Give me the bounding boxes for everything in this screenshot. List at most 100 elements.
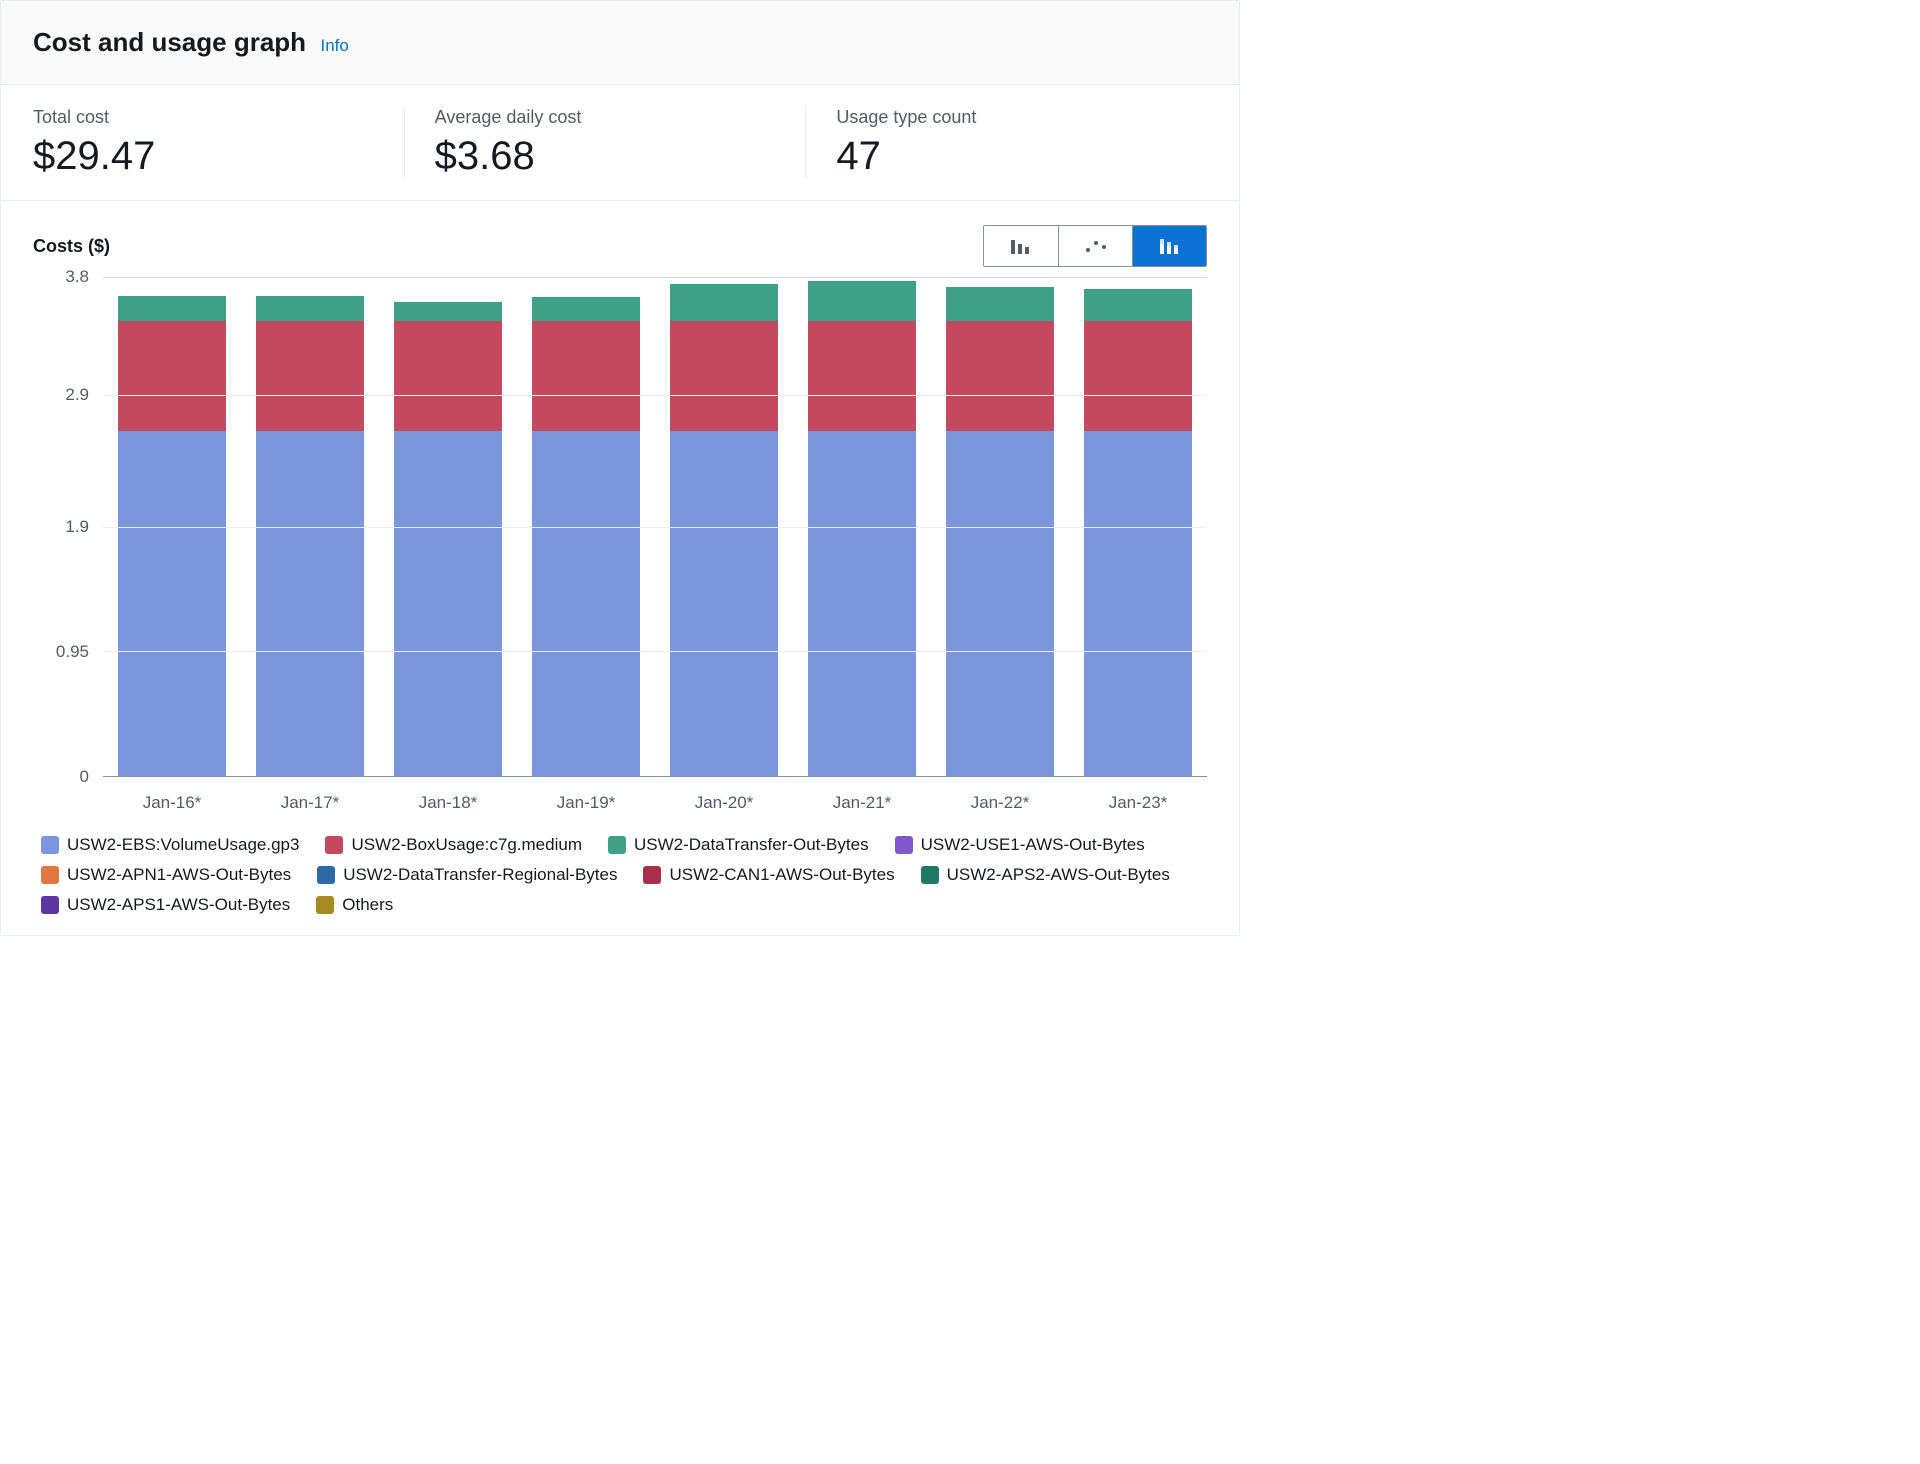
legend-label: USW2-CAN1-AWS-Out-Bytes [669,865,894,885]
bar-segment [670,321,778,432]
bar-segment [118,431,226,776]
legend-label: USW2-APS1-AWS-Out-Bytes [67,895,290,915]
legend-swatch [41,866,59,884]
bar-stack [394,302,502,776]
y-tick-label: 3.8 [65,267,89,287]
info-link[interactable]: Info [321,36,349,55]
metric-avg-daily-cost: Average daily cost $3.68 [404,107,806,178]
x-axis: Jan-16*Jan-17*Jan-18*Jan-19*Jan-20*Jan-2… [103,793,1207,813]
legend-swatch [895,836,913,854]
grid-line [103,651,1207,652]
grid-line [103,395,1207,396]
chart-view-toggle [983,225,1207,267]
legend-item[interactable]: USW2-CAN1-AWS-Out-Bytes [643,865,894,885]
stacked-bar-chart-icon [1158,236,1182,256]
view-bar-button[interactable] [984,226,1058,266]
bar-segment [532,297,640,321]
chart-top: Costs ($) [33,225,1207,267]
legend-swatch [316,896,334,914]
bar-chart-icon [1009,236,1033,256]
bar-segment [946,431,1054,776]
bar-stack [670,284,778,776]
bar-segment [946,287,1054,321]
metric-label: Average daily cost [435,107,786,128]
panel-header: Cost and usage graph Info [1,1,1239,85]
legend-swatch [41,836,59,854]
panel-title: Cost and usage graph [33,27,306,57]
chart-y-label: Costs ($) [33,236,110,257]
bar-segment [670,284,778,321]
legend-item[interactable]: USW2-DataTransfer-Out-Bytes [608,835,869,855]
bar-segment [118,321,226,432]
legend-label: USW2-EBS:VolumeUsage.gp3 [67,835,299,855]
plot-area [103,277,1207,777]
bar-segment [394,321,502,432]
legend-label: USW2-DataTransfer-Out-Bytes [634,835,869,855]
bar-stack [532,297,640,776]
metric-value: 47 [836,134,1187,178]
chart-area: Costs ($) [1,201,1239,935]
x-tick-label: Jan-21* [793,793,931,813]
legend-swatch [921,866,939,884]
legend-swatch [41,896,59,914]
bar-segment [808,431,916,776]
legend-item[interactable]: USW2-APS1-AWS-Out-Bytes [41,895,290,915]
legend-swatch [608,836,626,854]
legend-item[interactable]: USW2-DataTransfer-Regional-Bytes [317,865,617,885]
bar-segment [532,431,640,776]
legend-label: USW2-APS2-AWS-Out-Bytes [947,865,1170,885]
y-tick-label: 0 [80,767,89,787]
view-line-button[interactable] [1058,226,1132,266]
x-tick-label: Jan-20* [655,793,793,813]
metric-label: Total cost [33,107,384,128]
bar-segment [946,321,1054,432]
legend-item[interactable]: USW2-EBS:VolumeUsage.gp3 [41,835,299,855]
bar-segment [1084,321,1192,432]
bar-segment [808,281,916,320]
x-tick-label: Jan-22* [931,793,1069,813]
legend-label: USW2-USE1-AWS-Out-Bytes [921,835,1145,855]
bar-segment [256,296,364,321]
legend-item[interactable]: USW2-APN1-AWS-Out-Bytes [41,865,291,885]
chart-body: 3.82.91.90.950 [33,277,1207,777]
grid-line [103,527,1207,528]
y-tick-label: 2.9 [65,385,89,405]
metrics-row: Total cost $29.47 Average daily cost $3.… [1,85,1239,201]
x-tick-label: Jan-18* [379,793,517,813]
bar-segment [394,431,502,776]
metric-value: $3.68 [435,134,786,178]
legend-item[interactable]: Others [316,895,393,915]
x-tick-label: Jan-16* [103,793,241,813]
legend-label: Others [342,895,393,915]
x-tick-label: Jan-23* [1069,793,1207,813]
bar-stack [256,296,364,776]
bar-segment [532,321,640,432]
metric-usage-type-count: Usage type count 47 [805,107,1207,178]
bar-stack [1084,289,1192,776]
metric-label: Usage type count [836,107,1187,128]
bar-stack [118,296,226,776]
bar-segment [256,431,364,776]
legend-label: USW2-BoxUsage:c7g.medium [351,835,582,855]
legend-item[interactable]: USW2-APS2-AWS-Out-Bytes [921,865,1170,885]
legend-swatch [325,836,343,854]
legend: USW2-EBS:VolumeUsage.gp3 USW2-BoxUsage:c7… [41,835,1207,915]
cost-usage-panel: Cost and usage graph Info Total cost $29… [0,0,1240,936]
legend-swatch [317,866,335,884]
view-stacked-button[interactable] [1132,226,1206,266]
bar-stack [808,281,916,776]
legend-item[interactable]: USW2-USE1-AWS-Out-Bytes [895,835,1145,855]
x-tick-label: Jan-17* [241,793,379,813]
legend-label: USW2-APN1-AWS-Out-Bytes [67,865,291,885]
bar-stack [946,287,1054,776]
legend-item[interactable]: USW2-BoxUsage:c7g.medium [325,835,582,855]
bar-segment [670,431,778,776]
line-chart-icon [1084,236,1108,256]
grid-line [103,277,1207,278]
bar-segment [256,321,364,432]
bar-segment [1084,431,1192,776]
y-tick-label: 1.9 [65,517,89,537]
y-tick-label: 0.95 [56,642,89,662]
bar-segment [118,296,226,321]
bar-segment [394,302,502,320]
